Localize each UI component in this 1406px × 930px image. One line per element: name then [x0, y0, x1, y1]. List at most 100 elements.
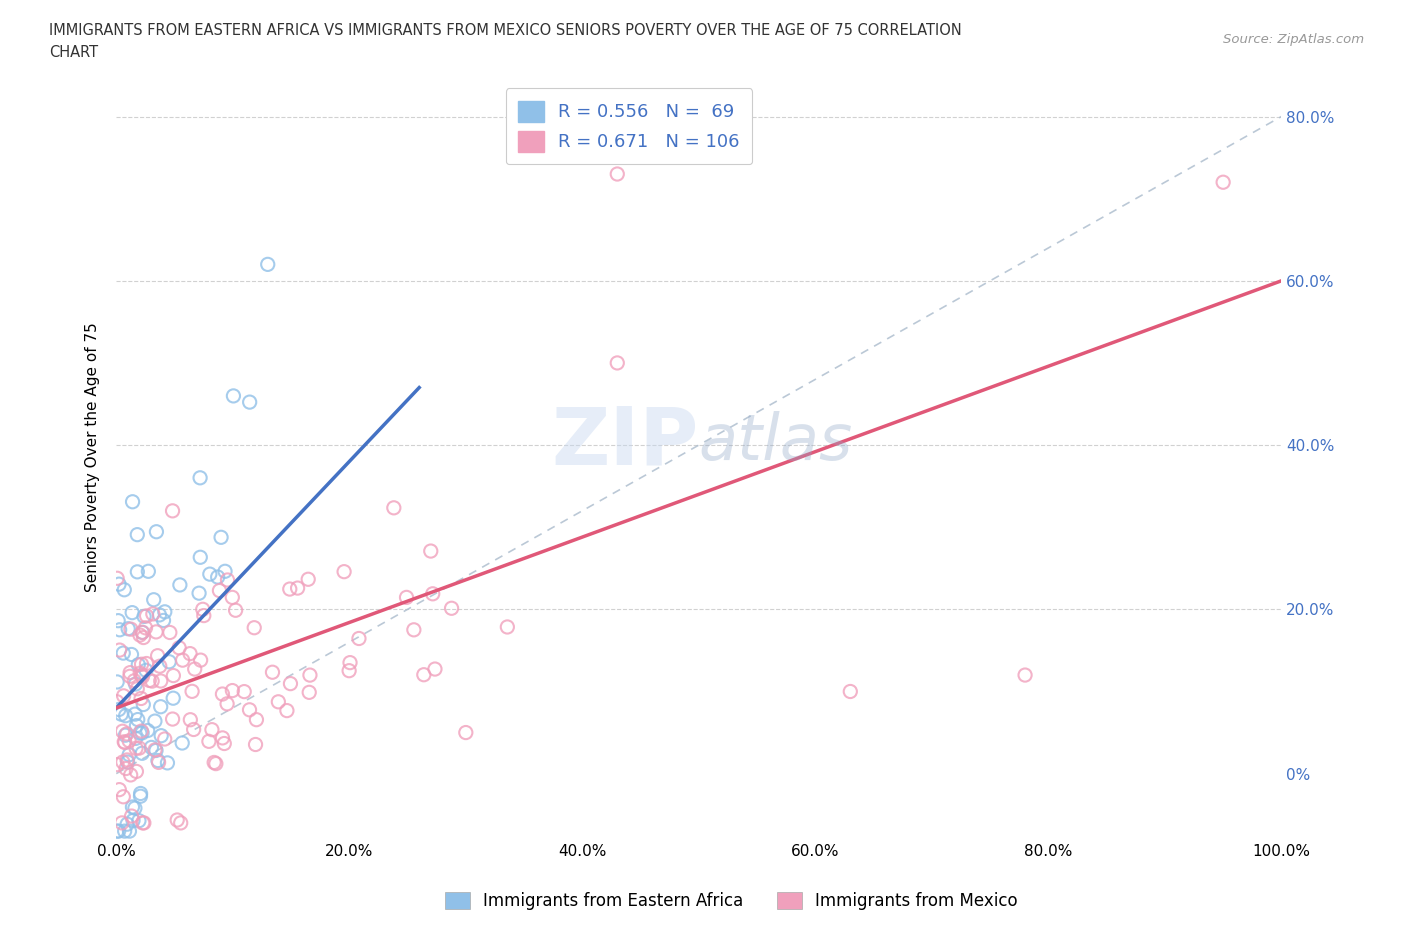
Point	[105, 674, 128, 689]
Point	[131, 725, 153, 740]
Point	[117, 754, 139, 769]
Point	[108, 622, 131, 637]
Point	[150, 728, 173, 743]
Point	[112, 790, 135, 804]
Point	[127, 565, 149, 579]
Point	[118, 734, 141, 749]
Point	[233, 684, 256, 699]
Point	[125, 731, 148, 746]
Point	[149, 673, 172, 688]
Point	[125, 764, 148, 778]
Point	[337, 663, 360, 678]
Point	[111, 724, 134, 738]
Point	[141, 673, 163, 688]
Point	[127, 712, 149, 727]
Point	[127, 658, 149, 672]
Point	[131, 670, 153, 684]
Point	[166, 813, 188, 828]
Point	[280, 676, 302, 691]
Point	[179, 712, 201, 727]
Point	[181, 684, 204, 698]
Point	[131, 724, 153, 738]
Point	[146, 648, 169, 663]
Point	[121, 808, 143, 823]
Point	[128, 814, 150, 829]
Point	[124, 801, 146, 816]
Point	[191, 602, 214, 617]
Point	[162, 503, 184, 518]
Point	[149, 658, 172, 673]
Point	[128, 740, 150, 755]
Point	[221, 590, 243, 604]
Point	[298, 684, 321, 699]
Point	[148, 755, 170, 770]
Point	[217, 573, 239, 588]
Point	[121, 605, 143, 620]
Point	[148, 607, 170, 622]
Point	[108, 702, 131, 717]
Point	[120, 622, 142, 637]
Point	[287, 580, 309, 595]
Point	[382, 500, 405, 515]
Point	[276, 703, 298, 718]
Point	[239, 394, 262, 409]
Point	[222, 389, 245, 404]
Point	[297, 572, 319, 587]
Point	[201, 723, 224, 737]
Point	[131, 625, 153, 640]
Point	[172, 653, 194, 668]
Point	[135, 620, 157, 635]
Point	[188, 550, 211, 565]
Point	[170, 816, 193, 830]
Point	[153, 732, 176, 747]
Point	[193, 608, 215, 623]
Point	[245, 712, 267, 727]
Point	[105, 757, 128, 772]
Point	[211, 686, 233, 701]
Point	[131, 746, 153, 761]
Point	[157, 655, 180, 670]
Point	[156, 755, 179, 770]
Point	[125, 718, 148, 733]
Point	[128, 725, 150, 740]
Point	[112, 582, 135, 597]
Point	[153, 604, 176, 619]
Point	[606, 355, 628, 370]
Point	[179, 646, 201, 661]
Point	[129, 628, 152, 643]
Point	[138, 673, 160, 688]
Point	[112, 645, 135, 660]
Legend: Immigrants from Eastern Africa, Immigrants from Mexico: Immigrants from Eastern Africa, Immigran…	[439, 885, 1024, 917]
Point	[454, 725, 477, 740]
Point	[136, 724, 159, 738]
Point	[124, 707, 146, 722]
Point	[124, 673, 146, 688]
Point	[142, 592, 165, 607]
Point	[606, 166, 628, 181]
Point	[135, 608, 157, 623]
Point	[118, 748, 141, 763]
Point	[217, 697, 239, 711]
Point	[114, 824, 136, 839]
Point	[129, 666, 152, 681]
Point	[112, 735, 135, 750]
Point	[115, 726, 138, 741]
Text: CHART: CHART	[49, 45, 98, 60]
Point	[129, 786, 152, 801]
Text: atlas: atlas	[699, 411, 853, 473]
Point	[162, 668, 184, 683]
Point	[202, 755, 225, 770]
Point	[198, 734, 221, 749]
Point	[167, 641, 190, 656]
Point	[107, 824, 129, 839]
Point	[142, 606, 165, 621]
Point	[211, 730, 233, 745]
Text: IMMIGRANTS FROM EASTERN AFRICA VS IMMIGRANTS FROM MEXICO SENIORS POVERTY OVER TH: IMMIGRANTS FROM EASTERN AFRICA VS IMMIGR…	[49, 23, 962, 38]
Point	[225, 603, 247, 618]
Point	[114, 735, 136, 750]
Point	[183, 722, 205, 737]
Legend: R = 0.556   N =  69, R = 0.671   N = 106: R = 0.556 N = 69, R = 0.671 N = 106	[506, 88, 752, 165]
Point	[143, 713, 166, 728]
Point	[207, 569, 229, 584]
Point	[108, 643, 131, 658]
